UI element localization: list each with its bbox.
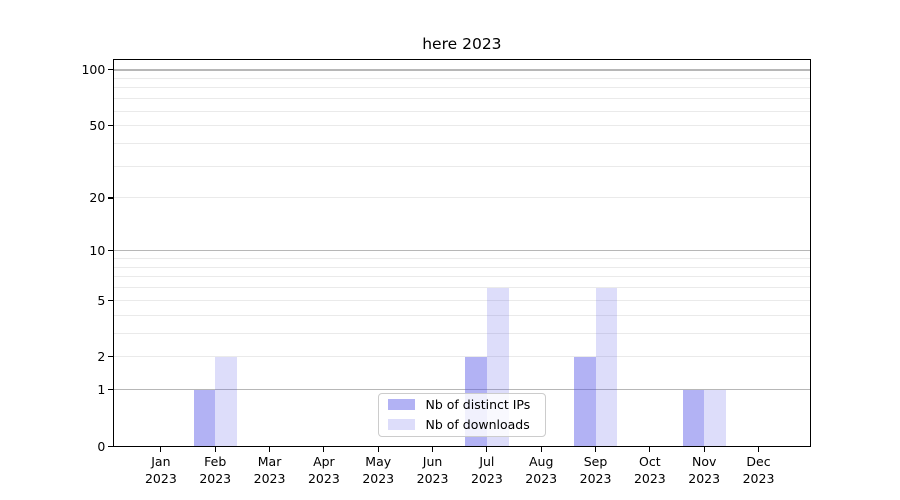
minor-gridline (113, 276, 811, 278)
y-tick-label: 10 (89, 243, 106, 259)
x-tick (160, 447, 162, 452)
x-tick (540, 447, 542, 452)
x-tick-label: Jun 2023 (416, 454, 449, 487)
x-tick-label: Oct 2023 (633, 454, 666, 487)
y-tick (107, 250, 114, 252)
y-tick (107, 445, 114, 447)
y-tick-label: 0 (97, 438, 106, 454)
x-tick (649, 447, 651, 452)
y-tick-label: 50 (89, 118, 106, 134)
minor-gridline (113, 125, 811, 127)
x-tick-label: Feb 2023 (199, 454, 232, 487)
minor-gridline (113, 332, 811, 334)
y-tick (107, 356, 114, 358)
legend-swatch-icon (387, 399, 415, 410)
x-tick (323, 447, 325, 452)
legend-label: Nb of downloads (425, 416, 530, 432)
y-tick (107, 299, 114, 301)
y-tick-label: 2 (97, 349, 106, 365)
y-tick (107, 69, 114, 71)
x-tick-label: Jul 2023 (470, 454, 503, 487)
y-tick (107, 389, 114, 391)
x-tick-label: Nov 2023 (688, 454, 721, 487)
minor-gridline (113, 299, 811, 301)
x-tick (703, 447, 705, 452)
legend-label: Nb of distinct IPs (425, 396, 531, 412)
x-tick (757, 447, 760, 452)
x-tick (594, 447, 597, 452)
minor-gridline (113, 87, 811, 89)
bar-distinct-ips (573, 356, 596, 447)
y-tick-label: 20 (89, 190, 106, 206)
bar-distinct-ips (682, 389, 705, 447)
minor-gridline (113, 197, 811, 199)
x-tick (377, 447, 379, 452)
minor-gridline (113, 258, 811, 259)
legend-swatch-icon (387, 419, 415, 430)
major-gridline (113, 69, 811, 71)
major-gridline (113, 250, 811, 252)
legend: Nb of distinct IPs Nb of downloads (377, 392, 546, 437)
minor-gridline (113, 314, 811, 316)
minor-gridline (113, 142, 811, 144)
y-tick (107, 125, 114, 127)
y-tick-label: 100 (81, 62, 106, 78)
minor-gridline (113, 165, 811, 167)
bar-downloads (215, 356, 237, 447)
minor-gridline (113, 110, 811, 112)
chart-title: here 2023 (422, 35, 502, 53)
minor-gridline (113, 77, 811, 79)
y-tick (107, 197, 114, 199)
bar-downloads (595, 287, 618, 447)
x-tick (268, 447, 271, 452)
x-tick-label: May 2023 (362, 454, 395, 487)
x-tick-label: Aug 2023 (525, 454, 558, 487)
minor-gridline (113, 287, 811, 289)
minor-gridline (113, 98, 811, 100)
x-tick (486, 447, 488, 452)
x-tick-label: Jan 2023 (144, 454, 177, 487)
y-tick-label: 5 (97, 292, 106, 308)
legend-row: Nb of downloads (387, 416, 536, 433)
x-tick-label: Dec 2023 (742, 454, 775, 487)
bar-downloads (704, 389, 726, 447)
x-tick-label: Mar 2023 (253, 454, 286, 487)
bar-distinct-ips (193, 389, 216, 447)
x-tick-label: Apr 2023 (307, 454, 340, 487)
legend-row: Nb of distinct IPs (387, 396, 536, 413)
x-tick (431, 447, 434, 452)
y-tick-label: 1 (97, 382, 106, 398)
minor-gridline (113, 266, 811, 268)
x-tick-label: Sep 2023 (579, 454, 612, 487)
x-tick (214, 447, 216, 452)
